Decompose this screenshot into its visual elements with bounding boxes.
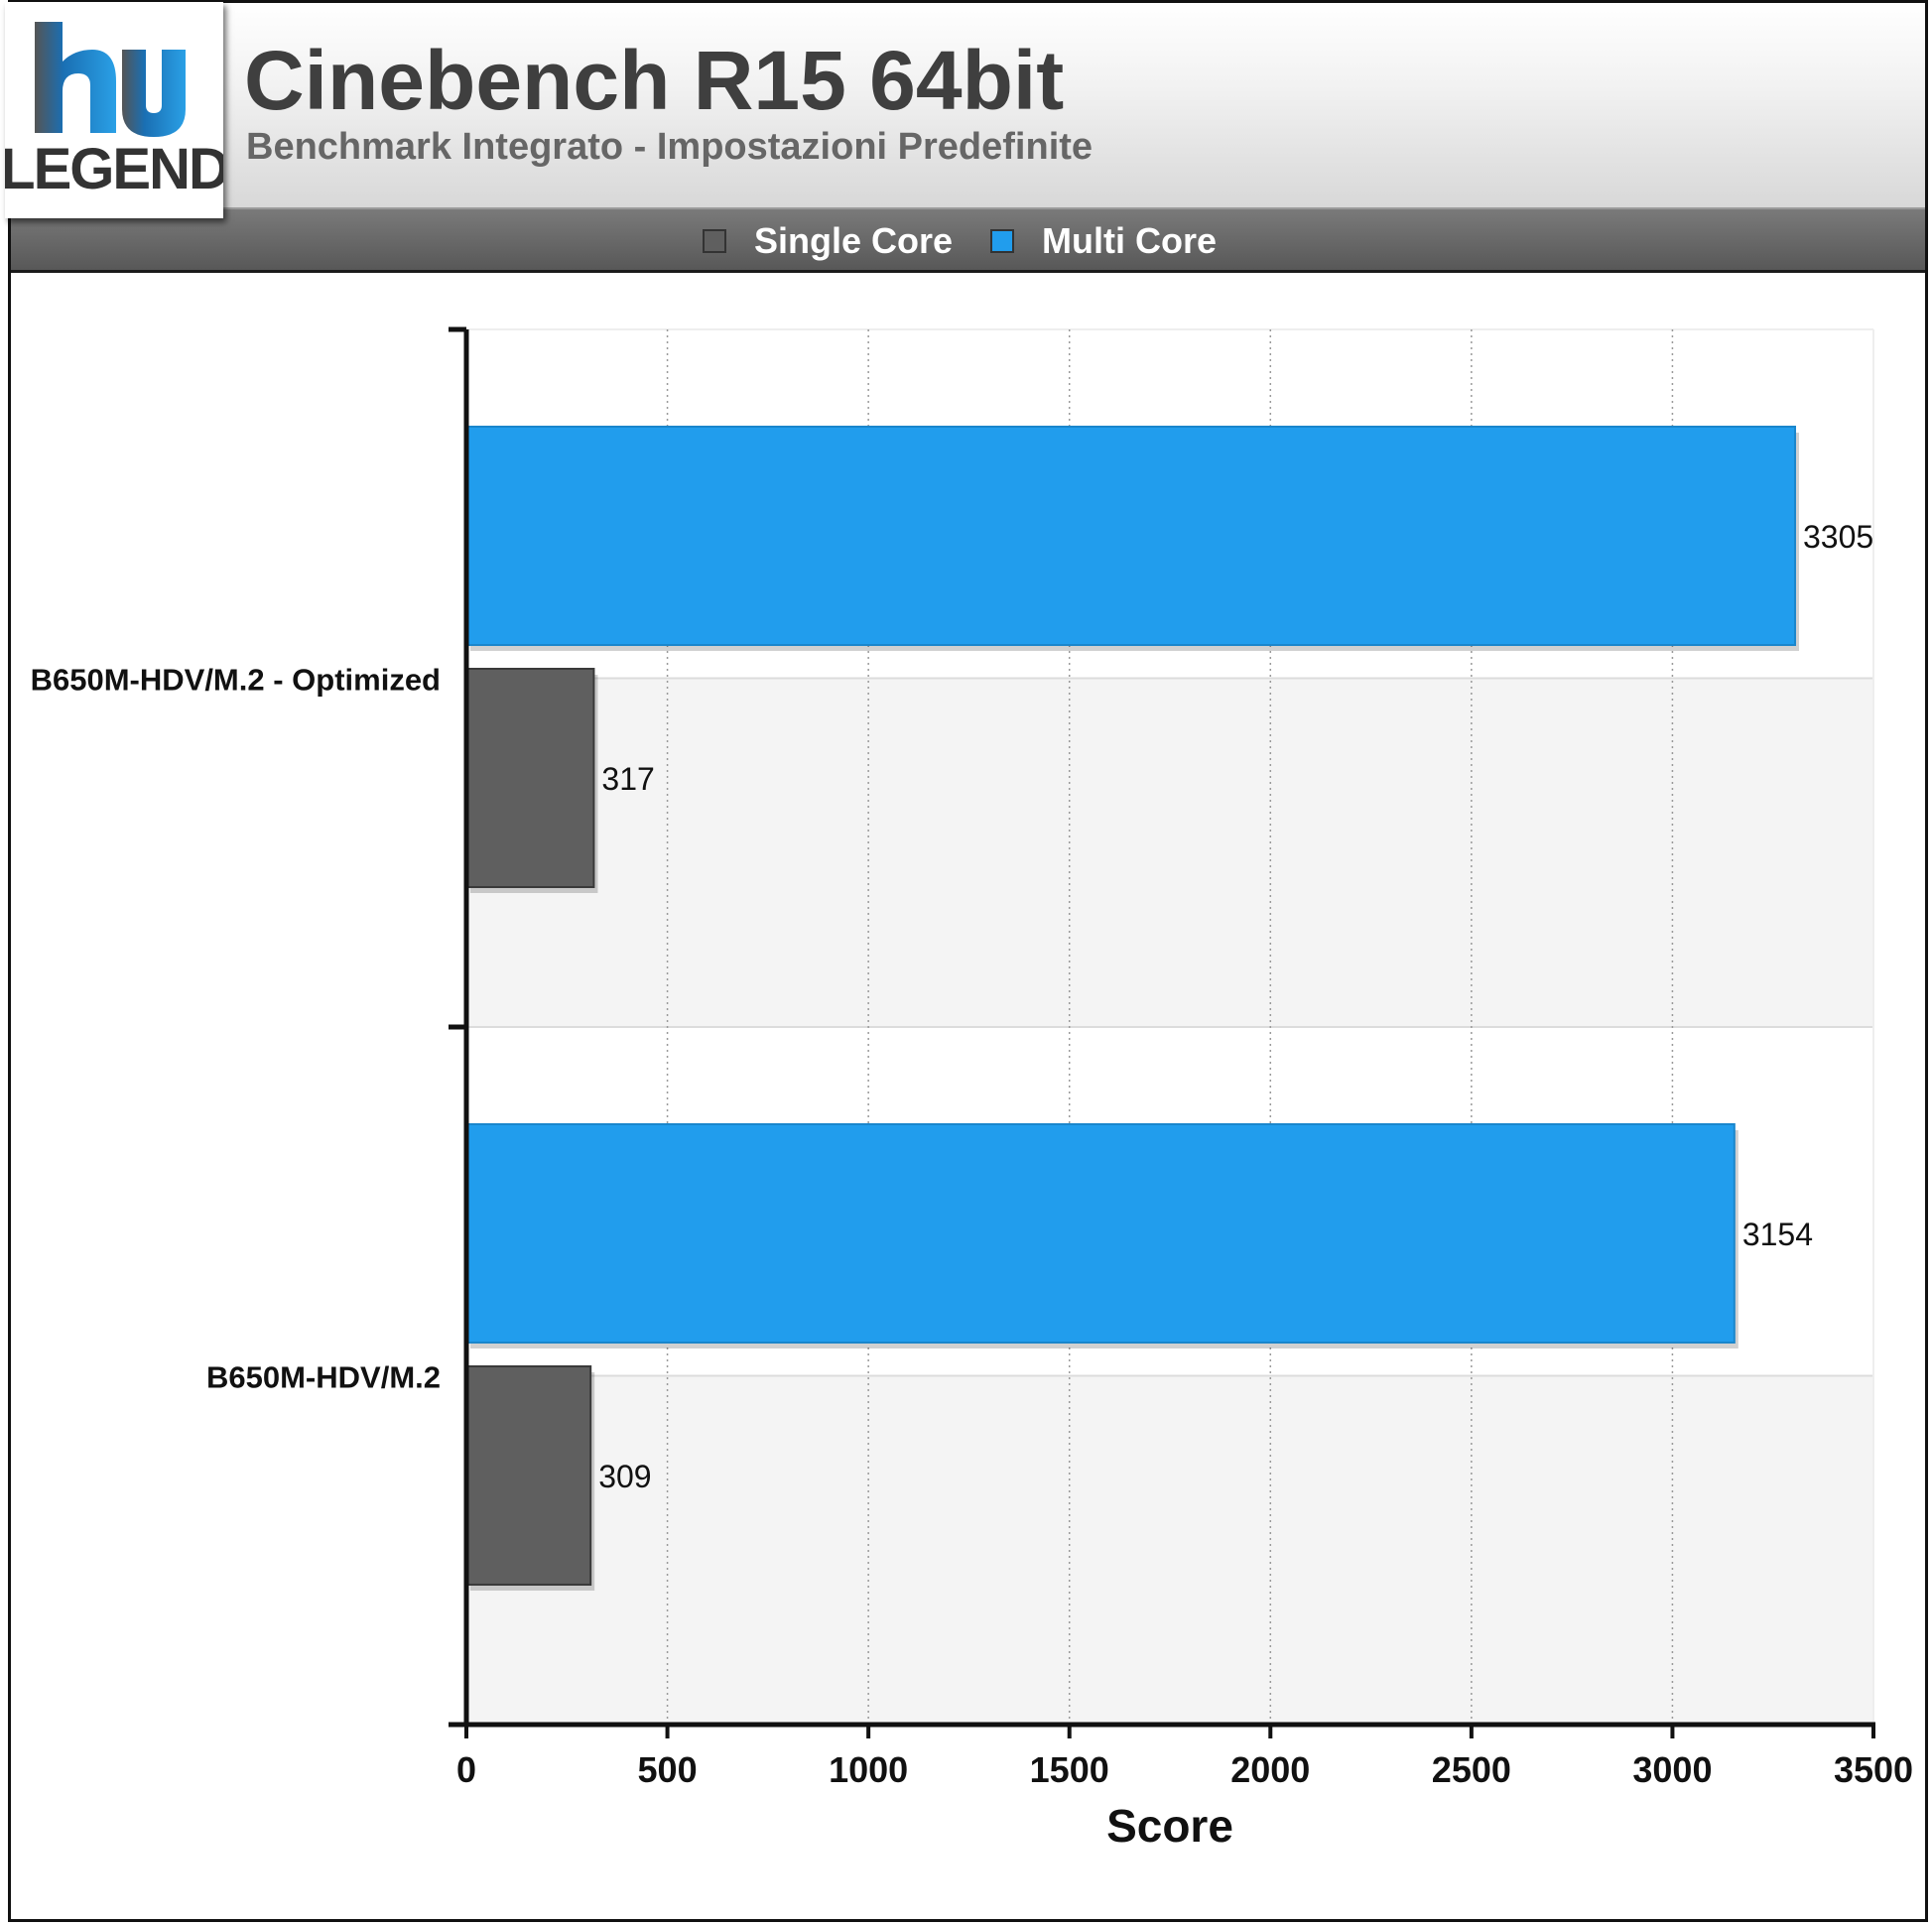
x-tick-label: 2500: [1432, 1749, 1511, 1790]
legend-item-multi-core: Multi Core: [990, 220, 1217, 261]
x-tick-label: 3500: [1834, 1749, 1913, 1790]
x-tick-label: 2000: [1230, 1749, 1310, 1790]
x-axis-title: Score: [1106, 1800, 1233, 1852]
logo-icon: LEGEND: [5, 22, 223, 201]
bar-multi-core: [465, 426, 1796, 646]
data-label-single-core: 309: [598, 1459, 651, 1494]
site-logo: LEGEND: [5, 2, 223, 218]
category-label: B650M-HDV/M.2 - Optimized: [31, 663, 441, 698]
legend-item-single-core: Single Core: [703, 220, 954, 261]
plot-band: [466, 1375, 1873, 1725]
x-tick-label: 500: [638, 1749, 698, 1790]
chart-title: Cinebench R15 64bit: [244, 34, 1065, 127]
legend: Single Core Multi Core: [11, 209, 1925, 273]
chart-header: Cinebench R15 64bit Benchmark Integrato …: [11, 3, 1925, 209]
logo-text: LEGEND: [5, 137, 223, 201]
x-tick-label: 1500: [1030, 1749, 1109, 1790]
x-tick-label: 1000: [829, 1749, 908, 1790]
legend-swatch-multi-core: [990, 229, 1014, 253]
legend-label-single-core: Single Core: [754, 220, 954, 261]
data-label-multi-core: 3154: [1742, 1217, 1813, 1252]
legend-swatch-single-core: [703, 229, 726, 253]
x-tick-label: 0: [456, 1749, 476, 1790]
plot-band: [466, 678, 1873, 1027]
category-label: B650M-HDV/M.2: [206, 1360, 441, 1395]
bar-multi-core: [465, 1123, 1736, 1344]
data-label-single-core: 317: [601, 761, 654, 797]
chart-subtitle: Benchmark Integrato - Impostazioni Prede…: [246, 126, 1094, 168]
bar-single-core: [465, 1365, 592, 1586]
x-tick-label: 3000: [1632, 1749, 1712, 1790]
bar-single-core: [465, 668, 595, 888]
legend-label-multi-core: Multi Core: [1042, 220, 1217, 261]
data-label-multi-core: 3305: [1803, 519, 1873, 555]
